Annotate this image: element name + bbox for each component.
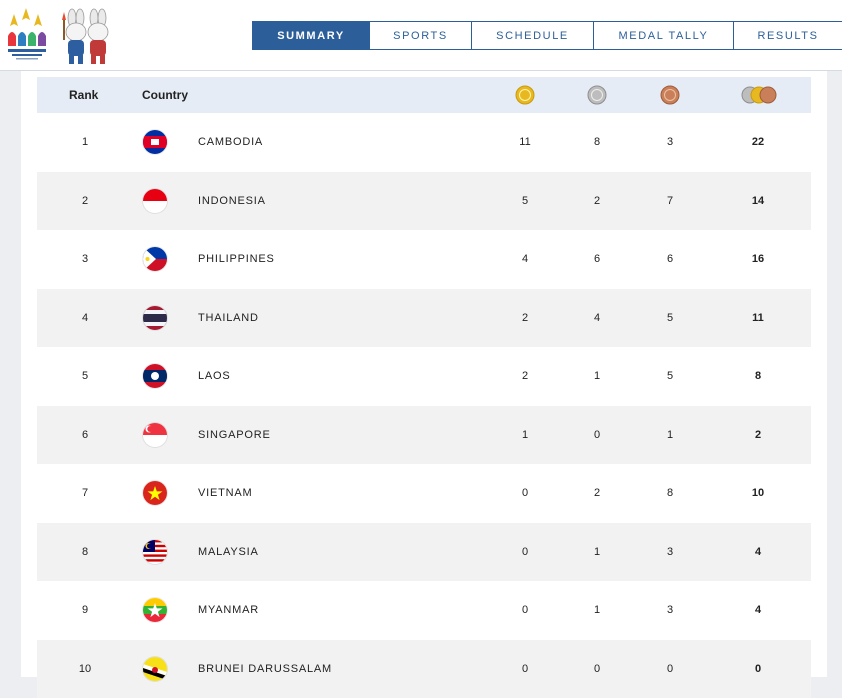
- gold-count: 1: [510, 406, 540, 465]
- bronze-count: 3: [655, 581, 685, 640]
- bronze-medal-icon: [660, 85, 680, 105]
- total-medals-icon: [741, 85, 777, 105]
- gold-count: 11: [510, 113, 540, 172]
- silver-count: 1: [582, 347, 612, 406]
- table-row[interactable]: 5 LAOS 2 1 5 8: [37, 347, 811, 406]
- vietnam-flag-icon: [143, 481, 167, 505]
- table-row[interactable]: 4 THAILAND 2 4 5 11: [37, 289, 811, 348]
- gold-count: 0: [510, 640, 540, 698]
- country-name: MYANMAR: [198, 581, 259, 640]
- rank-cell: 10: [70, 640, 100, 698]
- bronze-count: 5: [655, 289, 685, 348]
- country-name: LAOS: [198, 347, 231, 406]
- bronze-count: 0: [655, 640, 685, 698]
- silver-count: 1: [582, 523, 612, 582]
- bronze-count: 5: [655, 347, 685, 406]
- table-header-row: Rank Country: [37, 77, 811, 113]
- rank-cell: 7: [70, 464, 100, 523]
- country-header: Country: [142, 77, 188, 113]
- rank-cell: 1: [70, 113, 100, 172]
- gold-count: 2: [510, 289, 540, 348]
- bronze-count: 3: [655, 113, 685, 172]
- main-nav: SUMMARY SPORTS SCHEDULE MEDAL TALLY RESU…: [253, 21, 842, 49]
- bronze-count: 6: [655, 230, 685, 289]
- total-count: 16: [743, 230, 773, 289]
- tab-sports[interactable]: SPORTS: [369, 21, 472, 50]
- rank-cell: 6: [70, 406, 100, 465]
- table-row[interactable]: 3 PHILIPPINES 4 6 6 16: [37, 230, 811, 289]
- gold-medal-icon: [515, 85, 535, 105]
- country-name: BRUNEI DARUSSALAM: [198, 640, 332, 698]
- total-count: 10: [743, 464, 773, 523]
- silver-count: 0: [582, 640, 612, 698]
- mascot-image: [54, 8, 114, 66]
- country-name: PHILIPPINES: [198, 230, 275, 289]
- bronze-count: 1: [655, 406, 685, 465]
- table-row[interactable]: 7 VIETNAM 0 2 8 10: [37, 464, 811, 523]
- country-name: THAILAND: [198, 289, 259, 348]
- site-header: SUMMARY SPORTS SCHEDULE MEDAL TALLY RESU…: [0, 0, 842, 71]
- thailand-flag-icon: [143, 306, 167, 330]
- myanmar-flag-icon: [143, 598, 167, 622]
- bronze-count: 7: [655, 172, 685, 231]
- table-row[interactable]: 1 CAMBODIA 11 8 3 22: [37, 113, 811, 172]
- silver-count: 1: [582, 581, 612, 640]
- rank-cell: 2: [70, 172, 100, 231]
- rank-cell: 8: [70, 523, 100, 582]
- malaysia-flag-icon: [143, 540, 167, 564]
- tab-schedule[interactable]: SCHEDULE: [471, 21, 594, 50]
- singapore-flag-icon: [143, 423, 167, 447]
- total-count: 0: [743, 640, 773, 698]
- laos-flag-icon: [143, 364, 167, 388]
- rank-header: Rank: [69, 77, 98, 113]
- total-count: 8: [743, 347, 773, 406]
- table-row[interactable]: 10 BRUNEI DARUSSALAM 0 0 0 0: [37, 640, 811, 698]
- philippines-flag-icon: [143, 247, 167, 271]
- country-name: VIETNAM: [198, 464, 253, 523]
- country-name: SINGAPORE: [198, 406, 271, 465]
- total-count: 4: [743, 523, 773, 582]
- rank-cell: 5: [70, 347, 100, 406]
- country-name: MALAYSIA: [198, 523, 259, 582]
- table-row[interactable]: 6 SINGAPORE 1 0 1 2: [37, 406, 811, 465]
- bronze-count: 8: [655, 464, 685, 523]
- gold-count: 4: [510, 230, 540, 289]
- total-count: 22: [743, 113, 773, 172]
- total-count: 4: [743, 581, 773, 640]
- country-name: INDONESIA: [198, 172, 266, 231]
- games-logo[interactable]: [4, 6, 48, 64]
- rank-cell: 9: [70, 581, 100, 640]
- gold-count: 2: [510, 347, 540, 406]
- silver-count: 6: [582, 230, 612, 289]
- country-name: CAMBODIA: [198, 113, 263, 172]
- indonesia-flag-icon: [143, 189, 167, 213]
- silver-count: 4: [582, 289, 612, 348]
- tab-results[interactable]: RESULTS: [733, 21, 842, 50]
- gold-count: 5: [510, 172, 540, 231]
- tab-medal-tally[interactable]: MEDAL TALLY: [593, 21, 734, 50]
- table-row[interactable]: 2 INDONESIA 5 2 7 14: [37, 172, 811, 231]
- silver-count: 2: [582, 172, 612, 231]
- silver-count: 0: [582, 406, 612, 465]
- silver-count: 2: [582, 464, 612, 523]
- gold-count: 0: [510, 581, 540, 640]
- rank-cell: 4: [70, 289, 100, 348]
- total-count: 2: [743, 406, 773, 465]
- rank-cell: 3: [70, 230, 100, 289]
- table-row[interactable]: 8 MALAYSIA 0 1 3 4: [37, 523, 811, 582]
- total-count: 14: [743, 172, 773, 231]
- silver-medal-icon: [587, 85, 607, 105]
- silver-count: 8: [582, 113, 612, 172]
- medal-table-panel: Rank Country 1 CAMBODIA 11 8 3 22: [21, 71, 827, 677]
- cambodia-flag-icon: [143, 130, 167, 154]
- gold-count: 0: [510, 464, 540, 523]
- total-count: 11: [743, 289, 773, 348]
- tab-summary[interactable]: SUMMARY: [252, 21, 370, 50]
- table-row[interactable]: 9 MYANMAR 0 1 3 4: [37, 581, 811, 640]
- gold-count: 0: [510, 523, 540, 582]
- bronze-count: 3: [655, 523, 685, 582]
